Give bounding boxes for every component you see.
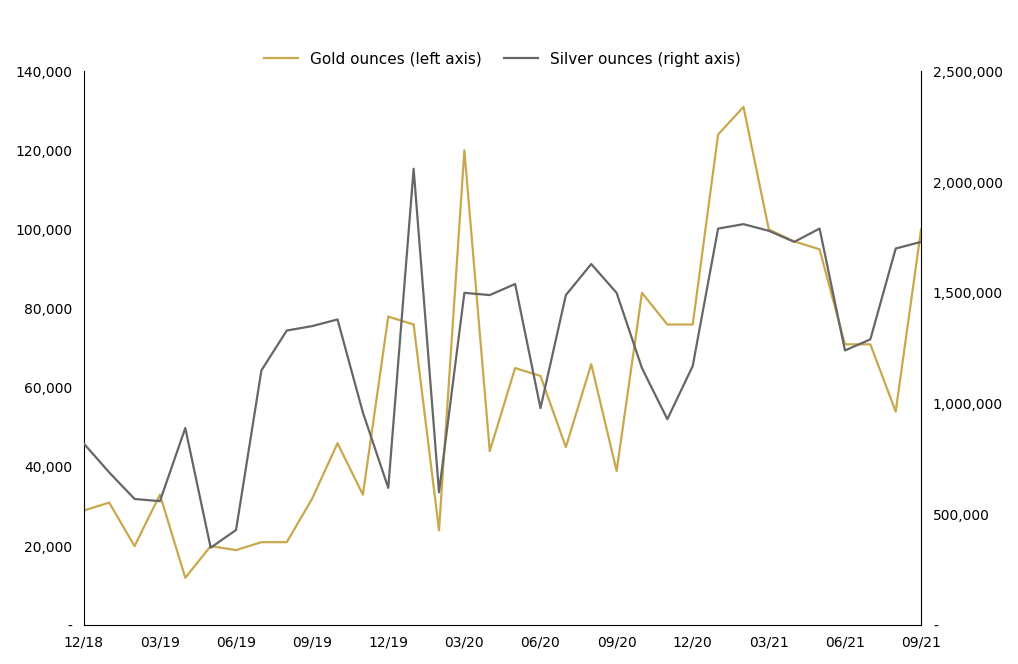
- Silver ounces (right axis): [205, 544, 217, 552]
- Silver ounces (right axis): [839, 347, 851, 355]
- Silver ounces (right axis): [636, 365, 648, 373]
- Silver ounces (right axis): [509, 280, 521, 288]
- Silver ounces (right axis): [864, 335, 876, 343]
- Silver ounces (right axis): [560, 291, 572, 299]
- Gold ounces (left axis): [230, 546, 242, 554]
- Gold ounces (left axis): [560, 443, 572, 451]
- Gold ounces (left axis): [103, 499, 115, 507]
- Gold ounces (left axis): [179, 574, 191, 582]
- Gold ounces (left axis): [356, 491, 369, 499]
- Line: Gold ounces (left axis): Gold ounces (left axis): [83, 107, 921, 578]
- Silver ounces (right axis): [179, 424, 191, 432]
- Gold ounces (left axis): [484, 447, 496, 455]
- Silver ounces (right axis): [534, 404, 547, 412]
- Gold ounces (left axis): [332, 440, 344, 448]
- Gold ounces (left axis): [77, 507, 90, 515]
- Silver ounces (right axis): [662, 415, 674, 423]
- Gold ounces (left axis): [281, 539, 293, 546]
- Gold ounces (left axis): [686, 321, 698, 329]
- Gold ounces (left axis): [662, 321, 674, 329]
- Gold ounces (left axis): [534, 372, 547, 380]
- Legend: Gold ounces (left axis), Silver ounces (right axis): Gold ounces (left axis), Silver ounces (…: [258, 46, 747, 73]
- Silver ounces (right axis): [813, 224, 826, 232]
- Gold ounces (left axis): [737, 103, 749, 111]
- Silver ounces (right axis): [712, 224, 724, 232]
- Silver ounces (right axis): [890, 244, 902, 252]
- Gold ounces (left axis): [154, 491, 166, 499]
- Silver ounces (right axis): [281, 327, 293, 335]
- Gold ounces (left axis): [509, 364, 521, 372]
- Gold ounces (left axis): [712, 131, 724, 139]
- Silver ounces (right axis): [433, 488, 445, 496]
- Gold ounces (left axis): [585, 360, 598, 368]
- Silver ounces (right axis): [332, 315, 344, 323]
- Silver ounces (right axis): [585, 260, 598, 268]
- Silver ounces (right axis): [356, 408, 369, 416]
- Silver ounces (right axis): [382, 484, 394, 492]
- Gold ounces (left axis): [128, 542, 140, 550]
- Silver ounces (right axis): [788, 238, 800, 246]
- Silver ounces (right axis): [154, 497, 166, 505]
- Silver ounces (right axis): [762, 227, 775, 235]
- Line: Silver ounces (right axis): Silver ounces (right axis): [83, 169, 921, 548]
- Gold ounces (left axis): [890, 408, 902, 416]
- Gold ounces (left axis): [611, 467, 623, 475]
- Silver ounces (right axis): [458, 289, 470, 297]
- Silver ounces (right axis): [103, 468, 115, 476]
- Silver ounces (right axis): [128, 495, 140, 503]
- Gold ounces (left axis): [915, 226, 927, 234]
- Gold ounces (left axis): [407, 321, 419, 329]
- Silver ounces (right axis): [484, 291, 496, 299]
- Silver ounces (right axis): [407, 165, 419, 173]
- Silver ounces (right axis): [77, 440, 90, 448]
- Gold ounces (left axis): [813, 245, 826, 253]
- Gold ounces (left axis): [256, 539, 268, 546]
- Gold ounces (left axis): [306, 495, 319, 503]
- Silver ounces (right axis): [915, 238, 927, 246]
- Gold ounces (left axis): [433, 527, 445, 535]
- Gold ounces (left axis): [205, 542, 217, 550]
- Gold ounces (left axis): [762, 226, 775, 234]
- Silver ounces (right axis): [686, 362, 698, 370]
- Silver ounces (right axis): [256, 367, 268, 374]
- Silver ounces (right axis): [737, 220, 749, 228]
- Silver ounces (right axis): [230, 526, 242, 534]
- Gold ounces (left axis): [864, 341, 876, 349]
- Gold ounces (left axis): [382, 313, 394, 321]
- Gold ounces (left axis): [458, 146, 470, 154]
- Silver ounces (right axis): [306, 322, 319, 330]
- Gold ounces (left axis): [788, 238, 800, 246]
- Gold ounces (left axis): [636, 289, 648, 297]
- Silver ounces (right axis): [611, 289, 623, 297]
- Gold ounces (left axis): [839, 341, 851, 349]
